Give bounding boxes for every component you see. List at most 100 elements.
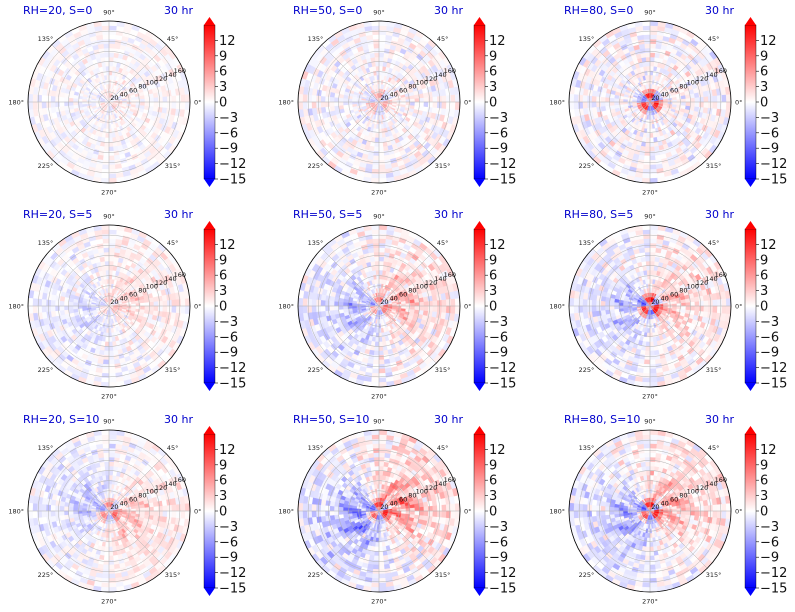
heat-cell: [600, 96, 606, 103]
colorbar-tick-label: 6: [760, 65, 768, 80]
heat-cell: [103, 355, 110, 361]
heat-cell: [725, 93, 731, 103]
panel-time-label: 30 hr: [164, 4, 193, 17]
polar-frame: [27, 20, 191, 184]
radial-tick-label: 120: [155, 75, 167, 83]
colorbar-tick-label: −15: [219, 173, 246, 188]
angular-tick-label: 180°: [8, 99, 24, 107]
heat-cell: [140, 101, 146, 106]
radial-tick-label: 160: [715, 67, 727, 75]
heat-cell: [59, 305, 65, 312]
heat-cell: [582, 101, 588, 109]
heat-cell: [642, 173, 651, 179]
heat-cell: [371, 168, 380, 175]
heat-cell: [106, 115, 110, 121]
heat-cell: [569, 101, 575, 111]
heat-cell: [378, 52, 385, 58]
heat-cell: [378, 146, 385, 152]
heat-cell: [36, 305, 43, 314]
heat-cell: [103, 43, 110, 49]
polar-grid: [297, 20, 461, 184]
colorbar-tick-label: −12: [219, 361, 246, 376]
heat-cell: [649, 25, 658, 31]
heat-cell: [649, 21, 659, 27]
heat-cell: [171, 299, 177, 307]
heat-cell: [101, 233, 110, 240]
angular-tick-label: 180°: [8, 303, 24, 311]
angular-tick-label: 90°: [644, 9, 656, 17]
heat-cell: [54, 101, 60, 108]
heat-cell: [72, 94, 79, 100]
heat-cell: [405, 101, 411, 106]
heat-cell: [681, 101, 687, 106]
heat-cell: [311, 95, 317, 103]
colorbar-body: [473, 24, 486, 180]
heat-cell: [373, 43, 380, 49]
heat-cell: [153, 101, 159, 108]
heat-cell: [351, 99, 357, 103]
panel-time-label: 30 hr: [705, 4, 734, 17]
heat-cell: [703, 96, 709, 103]
heat-cell: [642, 29, 651, 36]
heat-cell: [419, 97, 425, 103]
angular-tick-label: 315°: [165, 366, 181, 374]
heat-cell: [642, 168, 651, 175]
heat-cell: [108, 278, 112, 284]
colorbar-tick-label: 9: [219, 49, 227, 64]
heat-cell: [54, 96, 60, 103]
heat-cell: [401, 101, 407, 105]
heat-cell: [90, 303, 96, 307]
heat-cell: [631, 99, 637, 103]
heat-cell: [378, 155, 385, 161]
heat-cell: [101, 229, 110, 235]
heat-cell: [103, 151, 110, 157]
heat-cell: [149, 301, 155, 307]
colorbar-tick-label: 3: [760, 80, 768, 95]
colorbar-tick-label: −6: [489, 126, 508, 141]
radial-tick-label: 80: [408, 83, 416, 91]
heat-cell: [663, 101, 669, 105]
heat-cell: [641, 21, 651, 27]
heat-cell: [378, 21, 388, 27]
heat-cell: [108, 47, 115, 53]
angular-tick-label: 135°: [38, 35, 54, 43]
colorbar-tick-label: 9: [489, 49, 497, 64]
heat-cell: [171, 305, 177, 313]
heat-cell: [162, 300, 168, 307]
heat-cell: [108, 173, 117, 179]
heat-cell: [122, 305, 128, 309]
heat-cell: [428, 96, 434, 103]
heat-cell: [649, 43, 656, 49]
polar-panel-1: 20 40 60 80 1001201401600°45°90°135°180°225°…: [8, 4, 246, 197]
radial-tick-label: 160: [174, 271, 186, 279]
heat-cell: [105, 337, 110, 343]
radial-tick-label: 100: [416, 79, 428, 87]
heat-cell: [108, 70, 113, 76]
heat-cell: [347, 98, 353, 103]
heat-cell: [111, 269, 117, 276]
heat-cell: [721, 101, 727, 110]
heat-cell: [50, 101, 56, 108]
colorbar-tick-label: 12: [489, 34, 506, 49]
heat-cell: [643, 164, 651, 170]
heat-cell: [414, 101, 420, 107]
heat-cell: [100, 381, 110, 387]
heat-cell: [175, 298, 182, 307]
heat-cell: [104, 346, 110, 352]
heat-cell: [649, 70, 654, 76]
heat-cell: [180, 94, 186, 103]
heat-cell: [108, 29, 117, 36]
heat-cell: [158, 96, 164, 103]
heat-cell: [112, 61, 118, 67]
heat-cell: [81, 99, 87, 103]
heat-cell: [104, 341, 110, 347]
heat-cell: [646, 128, 651, 134]
heat-cell: [108, 260, 114, 266]
colorbar-tick-label: 9: [760, 49, 768, 64]
heat-cell: [108, 142, 114, 148]
heat-cell: [649, 61, 655, 67]
heat-cell: [378, 177, 388, 183]
heat-cell: [100, 225, 110, 231]
heat-cell: [371, 25, 380, 31]
heat-cell: [108, 168, 117, 175]
